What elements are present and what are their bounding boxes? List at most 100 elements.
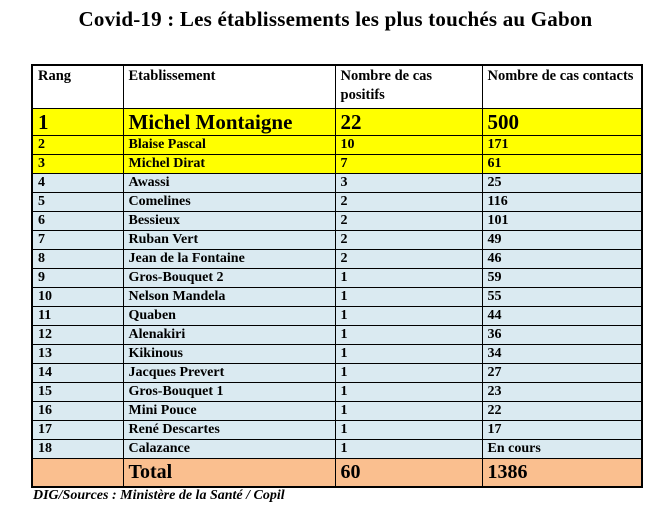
table-row: 17 René Descartes 1 17 bbox=[31, 419, 643, 440]
cell-positifs: 1 bbox=[334, 362, 483, 383]
cell-etablissement: Calazance bbox=[122, 438, 336, 459]
table-row: 2 Blaise Pascal 10 171 bbox=[31, 134, 643, 155]
cell-contacts: 55 bbox=[481, 286, 643, 307]
cell-positifs: 1 bbox=[334, 343, 483, 364]
table-row: 9 Gros-Bouquet 2 1 59 bbox=[31, 267, 643, 288]
cell-contacts: 171 bbox=[481, 134, 643, 155]
cell-contacts: 27 bbox=[481, 362, 643, 383]
cell-contacts: 36 bbox=[481, 324, 643, 345]
cell-etablissement: Quaben bbox=[122, 305, 336, 326]
header-cas-contacts: Nombre de cas contacts bbox=[481, 64, 643, 109]
cell-positifs: 1 bbox=[334, 400, 483, 421]
cell-positifs: 10 bbox=[334, 134, 483, 155]
cell-contacts: 49 bbox=[481, 229, 643, 250]
cell-etablissement: Bessieux bbox=[122, 210, 336, 231]
table-row: 3 Michel Dirat 7 61 bbox=[31, 153, 643, 174]
table-row: 15 Gros-Bouquet 1 1 23 bbox=[31, 381, 643, 402]
header-cas-positifs: Nombre de cas positifs bbox=[334, 64, 483, 109]
table-row: 12 Alenakiri 1 36 bbox=[31, 324, 643, 345]
table-row: 6 Bessieux 2 101 bbox=[31, 210, 643, 231]
cell-rang bbox=[31, 457, 124, 487]
cell-etablissement: Alenakiri bbox=[122, 324, 336, 345]
cell-positifs: 1 bbox=[334, 419, 483, 440]
cell-rang: 1 bbox=[31, 107, 124, 136]
cell-contacts: En cours bbox=[481, 438, 643, 459]
cell-contacts: 17 bbox=[481, 419, 643, 440]
cell-etablissement: Michel Dirat bbox=[122, 153, 336, 174]
cell-rang: 3 bbox=[31, 153, 124, 174]
table-row: 8 Jean de la Fontaine 2 46 bbox=[31, 248, 643, 269]
cell-contacts: 46 bbox=[481, 248, 643, 269]
cell-positifs: 2 bbox=[334, 191, 483, 212]
cell-etablissement: Gros-Bouquet 1 bbox=[122, 381, 336, 402]
cell-rang: 14 bbox=[31, 362, 124, 383]
cell-rang: 9 bbox=[31, 267, 124, 288]
cell-positifs: 1 bbox=[334, 305, 483, 326]
cell-positifs: 2 bbox=[334, 210, 483, 231]
table-row: 16 Mini Pouce 1 22 bbox=[31, 400, 643, 421]
cell-contacts: 25 bbox=[481, 172, 643, 193]
table-row: 10 Nelson Mandela 1 55 bbox=[31, 286, 643, 307]
cell-etablissement: Nelson Mandela bbox=[122, 286, 336, 307]
page-title: Covid-19 : Les établissements les plus t… bbox=[78, 7, 593, 31]
cell-contacts: 44 bbox=[481, 305, 643, 326]
cell-positifs: 22 bbox=[334, 107, 483, 136]
cell-etablissement: Ruban Vert bbox=[122, 229, 336, 250]
table-row: 13 Kikinous 1 34 bbox=[31, 343, 643, 364]
cell-rang: 16 bbox=[31, 400, 124, 421]
table-header-row: Rang Etablissement Nombre de cas positif… bbox=[31, 64, 643, 109]
cell-contacts: 59 bbox=[481, 267, 643, 288]
cell-rang: 10 bbox=[31, 286, 124, 307]
cell-positifs: 1 bbox=[334, 438, 483, 459]
cell-contacts: 116 bbox=[481, 191, 643, 212]
cell-positifs: 1 bbox=[334, 267, 483, 288]
cell-rang: 2 bbox=[31, 134, 124, 155]
header-etablissement: Etablissement bbox=[122, 64, 336, 109]
table-row: 1 Michel Montaigne 22 500 bbox=[31, 107, 643, 136]
cell-etablissement: Michel Montaigne bbox=[122, 107, 336, 136]
total-row: Total 60 1386 bbox=[31, 457, 643, 487]
cell-positifs: 2 bbox=[334, 248, 483, 269]
cell-etablissement: Gros-Bouquet 2 bbox=[122, 267, 336, 288]
cell-positifs: 1 bbox=[334, 324, 483, 345]
cell-etablissement: Kikinous bbox=[122, 343, 336, 364]
cell-contacts: 22 bbox=[481, 400, 643, 421]
table-body: 1 Michel Montaigne 22 500 2 Blaise Pascal 10 17… bbox=[31, 107, 643, 487]
cell-rang: 6 bbox=[31, 210, 124, 231]
total-label: Total bbox=[122, 457, 336, 487]
cell-contacts: 61 bbox=[481, 153, 643, 174]
cell-rang: 8 bbox=[31, 248, 124, 269]
cell-rang: 12 bbox=[31, 324, 124, 345]
cell-contacts: 101 bbox=[481, 210, 643, 231]
cell-positifs: 1 bbox=[334, 286, 483, 307]
cell-etablissement: Blaise Pascal bbox=[122, 134, 336, 155]
cell-positifs: 2 bbox=[334, 229, 483, 250]
cell-contacts: 500 bbox=[481, 107, 643, 136]
source-note: DIG/Sources : Ministère de la Santé / Co… bbox=[33, 488, 285, 503]
cell-etablissement: Comelines bbox=[122, 191, 336, 212]
cell-positifs: 7 bbox=[334, 153, 483, 174]
cell-etablissement: Mini Pouce bbox=[122, 400, 336, 421]
total-contacts: 1386 bbox=[481, 457, 643, 487]
table-row: 7 Ruban Vert 2 49 bbox=[31, 229, 643, 250]
table-row: 18 Calazance 1 En cours bbox=[31, 438, 643, 459]
cell-positifs: 3 bbox=[334, 172, 483, 193]
cell-rang: 15 bbox=[31, 381, 124, 402]
table-row: 11 Quaben 1 44 bbox=[31, 305, 643, 326]
cell-rang: 18 bbox=[31, 438, 124, 459]
cell-rang: 4 bbox=[31, 172, 124, 193]
cell-rang: 13 bbox=[31, 343, 124, 364]
cell-etablissement: Jacques Prevert bbox=[122, 362, 336, 383]
table-row: 5 Comelines 2 116 bbox=[31, 191, 643, 212]
cell-etablissement: René Descartes bbox=[122, 419, 336, 440]
cell-rang: 5 bbox=[31, 191, 124, 212]
cell-rang: 7 bbox=[31, 229, 124, 250]
cell-etablissement: Jean de la Fontaine bbox=[122, 248, 336, 269]
cell-positifs: 1 bbox=[334, 381, 483, 402]
cell-etablissement: Awassi bbox=[122, 172, 336, 193]
total-positifs: 60 bbox=[334, 457, 483, 487]
header-rang: Rang bbox=[31, 64, 124, 109]
cell-rang: 11 bbox=[31, 305, 124, 326]
covid-establishments-table: Rang Etablissement Nombre de cas positif… bbox=[31, 64, 643, 488]
table-row: 14 Jacques Prevert 1 27 bbox=[31, 362, 643, 383]
